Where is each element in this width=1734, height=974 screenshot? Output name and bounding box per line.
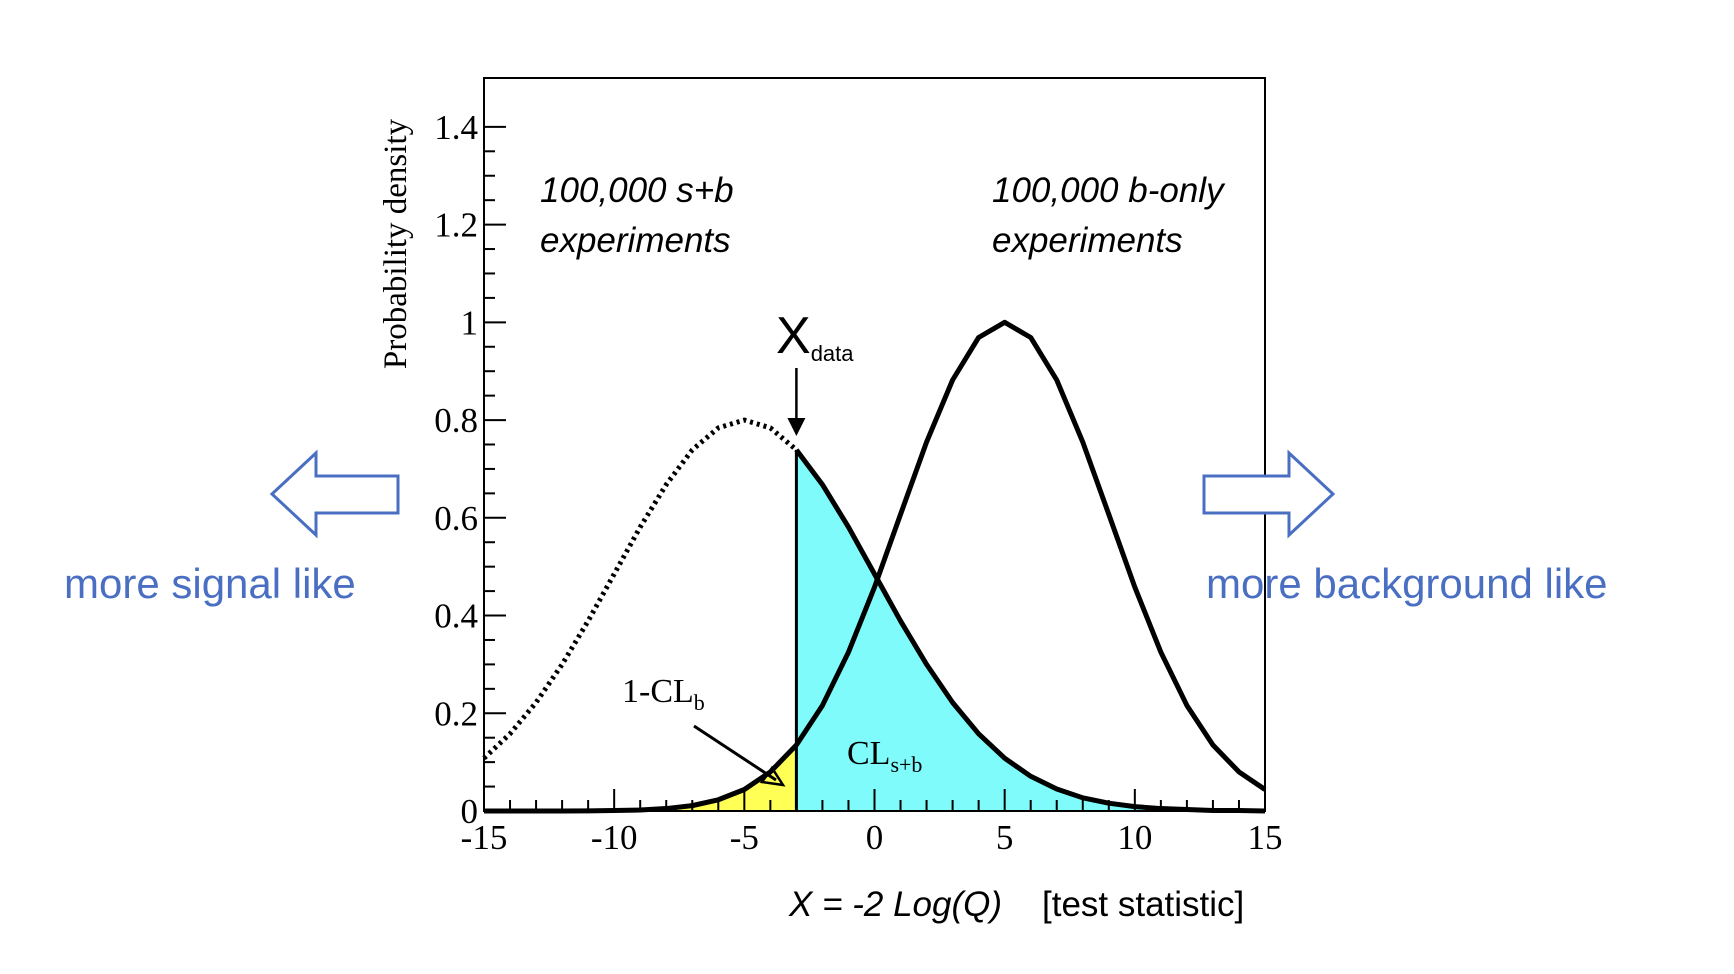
- right-arrow: [1202, 449, 1336, 539]
- shaded-area: [484, 745, 797, 811]
- y-tick-label: 0.2: [434, 694, 478, 733]
- x-tick-label: 0: [866, 818, 884, 857]
- x-tick-label: -10: [591, 818, 638, 857]
- clb-main: 1-CL: [622, 673, 694, 710]
- pointer-line: [693, 724, 777, 782]
- y-tick-label: 0.4: [434, 597, 478, 636]
- right-hint: more background like: [1206, 560, 1608, 607]
- x-data-sub: data: [811, 341, 855, 366]
- x-tick-label: -15: [461, 818, 508, 857]
- ticks: 0 0.2 0.4 0.6 0.8 1 1.2 1.4 -15 -10 -5 0 5 10 15: [434, 108, 1282, 857]
- y-tick-label: 1: [461, 303, 479, 342]
- x-axis-note: [test statistic]: [1042, 885, 1244, 924]
- x-axis-label: X = -2 Log(Q): [788, 885, 1002, 924]
- x-tick-label: 5: [996, 818, 1014, 857]
- x-data-label: Xdata: [776, 307, 854, 366]
- clsb-sub: s+b: [890, 752, 922, 777]
- x-tick-label: -5: [730, 818, 759, 857]
- y-tick-label: 0.8: [434, 401, 478, 440]
- areas: [484, 449, 1265, 811]
- annotation: experiments: [992, 221, 1183, 260]
- annotation: experiments: [540, 221, 731, 260]
- left-hint: more signal like: [64, 560, 356, 607]
- pointer-head: [759, 765, 786, 787]
- clsb-label: CLs+b: [847, 735, 922, 777]
- y-tick-label: 0: [461, 792, 479, 831]
- clsb-main: CL: [847, 735, 890, 772]
- y-tick-label: 0.6: [434, 499, 478, 538]
- y-tick-label: 1.2: [434, 206, 478, 245]
- x-tick-label: 15: [1248, 818, 1283, 857]
- y-tick-label: 1.4: [434, 108, 478, 147]
- hints: more signal like more background like: [64, 449, 1608, 607]
- annotation: 100,000 s+b: [540, 171, 734, 210]
- left-arrow: [269, 449, 400, 539]
- x-data-arrowhead: [787, 418, 806, 436]
- x-data-main: X: [776, 307, 811, 365]
- clb-sub: b: [694, 690, 705, 715]
- annotation: 100,000 b-only: [992, 171, 1226, 210]
- y-axis-label: Probability density: [378, 118, 414, 369]
- clb-label: 1-CLb: [622, 673, 705, 715]
- x-tick-label: 10: [1117, 818, 1152, 857]
- curve: [482, 417, 799, 761]
- shaded-area: [796, 449, 1265, 811]
